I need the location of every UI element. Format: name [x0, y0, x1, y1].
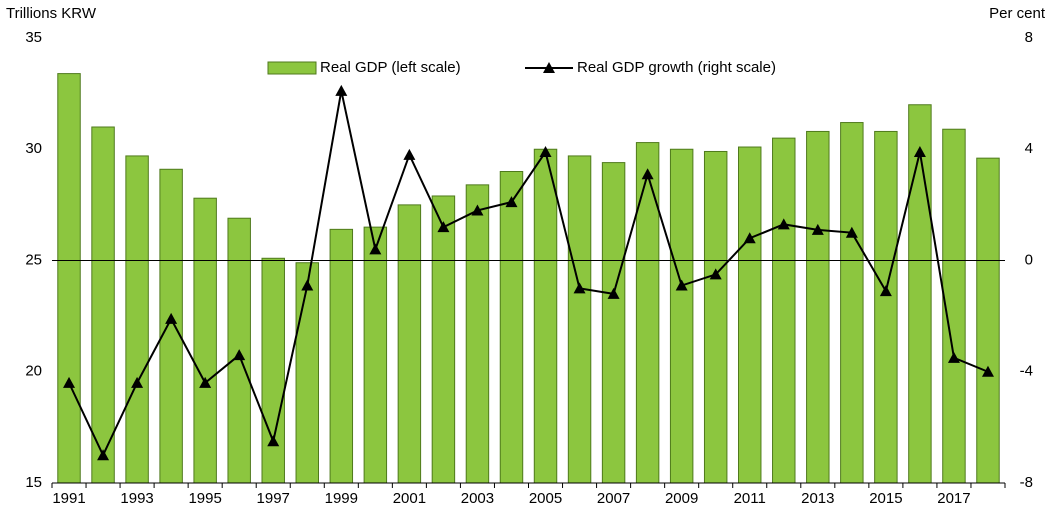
x-tick-label: 2007: [597, 490, 630, 507]
marker: [267, 435, 280, 447]
bar: [840, 122, 864, 484]
bar: [908, 104, 932, 484]
x-tick-label: 1999: [325, 490, 358, 507]
bar: [295, 262, 319, 484]
marker: [199, 376, 212, 388]
marker: [675, 279, 688, 291]
y2-axis-title: Per cent: [989, 5, 1046, 22]
y-tick-label: 20: [25, 363, 42, 380]
bar: [703, 150, 728, 484]
bar: [669, 148, 694, 484]
marker: [301, 279, 314, 291]
marker: [403, 148, 416, 160]
legend-label: Real GDP growth (right scale): [577, 59, 776, 76]
marker: [369, 243, 382, 255]
x-tick-label: 2003: [461, 490, 494, 507]
y-tick-label: 25: [25, 251, 42, 268]
bar: [601, 162, 626, 484]
bar: [397, 204, 422, 484]
marker: [437, 221, 450, 233]
y2-tick-label: 0: [1025, 251, 1033, 268]
y2-tick-label: 4: [1025, 140, 1033, 157]
bar: [499, 171, 524, 484]
bar: [91, 126, 115, 484]
bar: [874, 130, 898, 484]
y2-tick-label: -4: [1020, 363, 1033, 380]
x-tick-label: 2011: [734, 490, 766, 507]
bar: [567, 155, 592, 484]
bar: [261, 257, 285, 484]
bar: [125, 155, 149, 484]
x-tick-label: 2005: [529, 490, 562, 507]
marker: [743, 232, 756, 244]
bar: [159, 168, 183, 484]
bar: [635, 142, 660, 484]
legend-label: Real GDP (left scale): [320, 59, 461, 76]
bar: [806, 130, 830, 484]
x-tick-label: 2017: [937, 490, 970, 507]
marker: [777, 218, 790, 230]
marker: [539, 146, 552, 158]
marker: [845, 226, 858, 238]
marker: [233, 349, 246, 361]
y-tick-label: 35: [25, 29, 42, 46]
x-tick-label: 1993: [120, 490, 153, 507]
bar: [976, 157, 1000, 484]
marker: [947, 351, 960, 363]
bar: [465, 184, 490, 484]
bar: [533, 148, 558, 484]
marker: [607, 287, 620, 299]
x-tick-label: 1995: [188, 490, 221, 507]
y-tick-label: 15: [25, 474, 42, 491]
marker: [641, 168, 654, 180]
marker: [573, 282, 586, 294]
x-tick-label: 2013: [801, 490, 834, 507]
legend-swatch: [267, 61, 317, 75]
x-tick-label: 2001: [393, 490, 426, 507]
marker: [335, 84, 348, 96]
bar: [772, 137, 796, 484]
x-tick-label: 1991: [52, 490, 85, 507]
marker: [165, 312, 178, 324]
marker: [879, 285, 892, 297]
bar: [329, 228, 354, 484]
y2-tick-label: 8: [1025, 29, 1033, 46]
x-tick-label: 2009: [665, 490, 698, 507]
bar: [431, 195, 456, 484]
x-tick-label: 2015: [869, 490, 902, 507]
marker: [709, 268, 722, 280]
x-tick-label: 1997: [257, 490, 290, 507]
bar: [738, 146, 762, 484]
marker: [981, 365, 994, 377]
y2-tick-label: -8: [1020, 474, 1033, 491]
marker: [811, 223, 824, 235]
y-tick-label: 30: [25, 140, 42, 157]
marker: [471, 204, 484, 216]
marker: [63, 376, 76, 388]
bar: [363, 226, 388, 484]
legend-marker: [543, 62, 555, 73]
marker: [131, 376, 144, 388]
bar: [57, 73, 81, 484]
marker: [505, 196, 518, 208]
marker: [913, 146, 926, 158]
marker: [97, 449, 110, 461]
bar: [193, 197, 217, 484]
line: [68, 90, 989, 458]
y-axis-title: Trillions KRW: [6, 5, 97, 22]
